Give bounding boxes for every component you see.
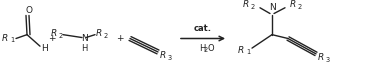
Text: H: H <box>81 44 87 53</box>
Text: O: O <box>26 6 33 15</box>
Text: R: R <box>238 46 244 55</box>
Text: 3: 3 <box>326 57 330 63</box>
Text: 1: 1 <box>246 49 250 55</box>
Text: 2: 2 <box>298 4 302 10</box>
Text: R: R <box>160 51 166 60</box>
Text: R: R <box>96 29 102 38</box>
Text: R: R <box>290 0 296 9</box>
Text: H: H <box>199 44 205 53</box>
Text: 3: 3 <box>168 55 172 61</box>
Text: +: + <box>116 34 124 43</box>
Text: R: R <box>318 53 324 62</box>
Text: H: H <box>41 44 48 53</box>
Text: 2: 2 <box>251 4 255 10</box>
Text: 1: 1 <box>10 37 14 43</box>
Text: R: R <box>243 0 249 9</box>
Text: N: N <box>80 34 87 43</box>
Text: 2: 2 <box>59 33 63 39</box>
Text: O: O <box>208 44 215 53</box>
Text: N: N <box>268 3 275 12</box>
Text: 2: 2 <box>204 47 208 53</box>
Text: +: + <box>48 34 56 43</box>
Text: cat.: cat. <box>194 24 212 33</box>
Text: 2: 2 <box>104 33 108 39</box>
Text: R: R <box>51 29 57 38</box>
Text: R: R <box>2 34 8 43</box>
